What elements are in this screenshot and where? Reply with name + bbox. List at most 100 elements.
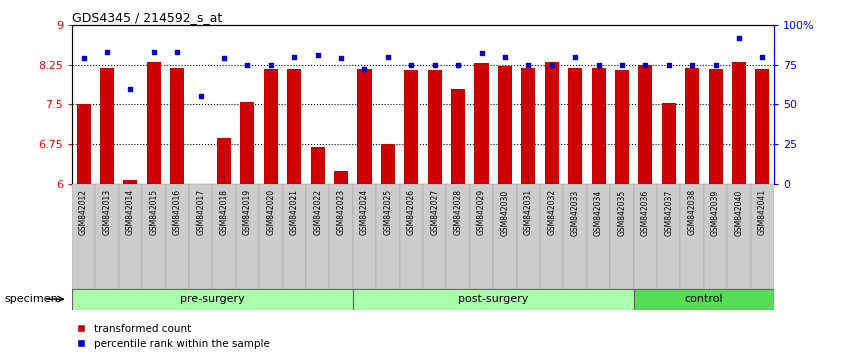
Bar xyxy=(732,62,746,184)
Bar xyxy=(404,70,418,184)
Text: GSM842014: GSM842014 xyxy=(126,189,135,235)
Bar xyxy=(517,184,540,289)
Text: GSM842016: GSM842016 xyxy=(173,189,182,235)
Text: GSM842039: GSM842039 xyxy=(711,189,720,235)
Bar xyxy=(563,184,587,289)
Bar xyxy=(259,184,283,289)
Text: specimen: specimen xyxy=(4,294,58,304)
Bar xyxy=(124,180,137,184)
Bar xyxy=(447,184,470,289)
Point xyxy=(147,49,161,55)
Text: GSM842033: GSM842033 xyxy=(571,189,580,235)
Bar xyxy=(521,68,536,184)
Bar xyxy=(685,68,699,184)
Text: GSM842031: GSM842031 xyxy=(524,189,533,235)
Bar xyxy=(634,289,774,310)
Text: GSM842012: GSM842012 xyxy=(80,189,88,235)
Text: GSM842013: GSM842013 xyxy=(102,189,112,235)
Text: GSM842041: GSM842041 xyxy=(758,189,766,235)
Text: GSM842032: GSM842032 xyxy=(547,189,556,235)
Bar xyxy=(310,147,325,184)
Bar xyxy=(587,184,610,289)
Text: GSM842015: GSM842015 xyxy=(150,189,158,235)
Bar xyxy=(451,88,465,184)
Bar xyxy=(545,62,558,184)
Bar xyxy=(334,171,348,184)
Text: GDS4345 / 214592_s_at: GDS4345 / 214592_s_at xyxy=(72,11,222,24)
Point xyxy=(240,62,254,67)
Bar xyxy=(147,62,161,184)
Bar xyxy=(610,184,634,289)
Point xyxy=(194,93,207,99)
Bar xyxy=(166,184,189,289)
Point xyxy=(381,54,394,59)
Point xyxy=(100,49,113,55)
Bar xyxy=(662,103,676,184)
Text: GSM842020: GSM842020 xyxy=(266,189,275,235)
Bar xyxy=(264,69,277,184)
Point xyxy=(288,54,301,59)
Text: GSM842038: GSM842038 xyxy=(688,189,696,235)
Text: GSM842034: GSM842034 xyxy=(594,189,603,235)
Bar xyxy=(704,184,728,289)
Bar xyxy=(212,184,236,289)
Point xyxy=(77,55,91,61)
Text: control: control xyxy=(684,294,723,304)
Point xyxy=(521,62,536,67)
Point xyxy=(755,54,769,59)
Legend: transformed count, percentile rank within the sample: transformed count, percentile rank withi… xyxy=(77,324,270,349)
Bar xyxy=(381,144,395,184)
Point xyxy=(404,62,418,67)
Point xyxy=(452,62,465,67)
Text: GSM842024: GSM842024 xyxy=(360,189,369,235)
Bar xyxy=(680,184,704,289)
Point xyxy=(428,62,442,67)
Bar xyxy=(728,184,750,289)
Text: GSM842037: GSM842037 xyxy=(664,189,673,235)
Text: GSM842021: GSM842021 xyxy=(290,189,299,235)
Bar xyxy=(329,184,353,289)
Point xyxy=(124,86,137,91)
Point xyxy=(615,62,629,67)
Point xyxy=(334,55,348,61)
Bar xyxy=(72,289,353,310)
Bar xyxy=(493,184,517,289)
Bar xyxy=(569,68,582,184)
Text: GSM842028: GSM842028 xyxy=(453,189,463,235)
Point xyxy=(545,62,558,67)
Bar xyxy=(100,68,114,184)
Bar xyxy=(709,69,722,184)
Bar xyxy=(283,184,306,289)
Bar xyxy=(470,184,493,289)
Point xyxy=(475,51,488,56)
Bar xyxy=(657,184,680,289)
Text: GSM842036: GSM842036 xyxy=(641,189,650,235)
Bar xyxy=(217,138,231,184)
Point xyxy=(639,62,652,67)
Point xyxy=(264,62,277,67)
Bar xyxy=(428,70,442,184)
Text: GSM842019: GSM842019 xyxy=(243,189,252,235)
Bar xyxy=(189,184,212,289)
Bar xyxy=(353,289,634,310)
Point xyxy=(569,54,582,59)
Bar xyxy=(615,70,629,184)
Text: GSM842035: GSM842035 xyxy=(618,189,626,235)
Text: GSM842030: GSM842030 xyxy=(501,189,509,235)
Bar xyxy=(118,184,142,289)
Point xyxy=(217,55,231,61)
Text: GSM842025: GSM842025 xyxy=(383,189,393,235)
Text: GSM842022: GSM842022 xyxy=(313,189,322,235)
Bar xyxy=(634,184,657,289)
Bar xyxy=(72,184,96,289)
Bar xyxy=(358,69,371,184)
Text: GSM842026: GSM842026 xyxy=(407,189,415,235)
Bar xyxy=(475,63,488,184)
Point xyxy=(685,62,699,67)
Point xyxy=(498,54,512,59)
Bar xyxy=(236,184,259,289)
Bar xyxy=(142,184,166,289)
Text: GSM842023: GSM842023 xyxy=(337,189,345,235)
Text: GSM842029: GSM842029 xyxy=(477,189,486,235)
Text: post-surgery: post-surgery xyxy=(458,294,529,304)
